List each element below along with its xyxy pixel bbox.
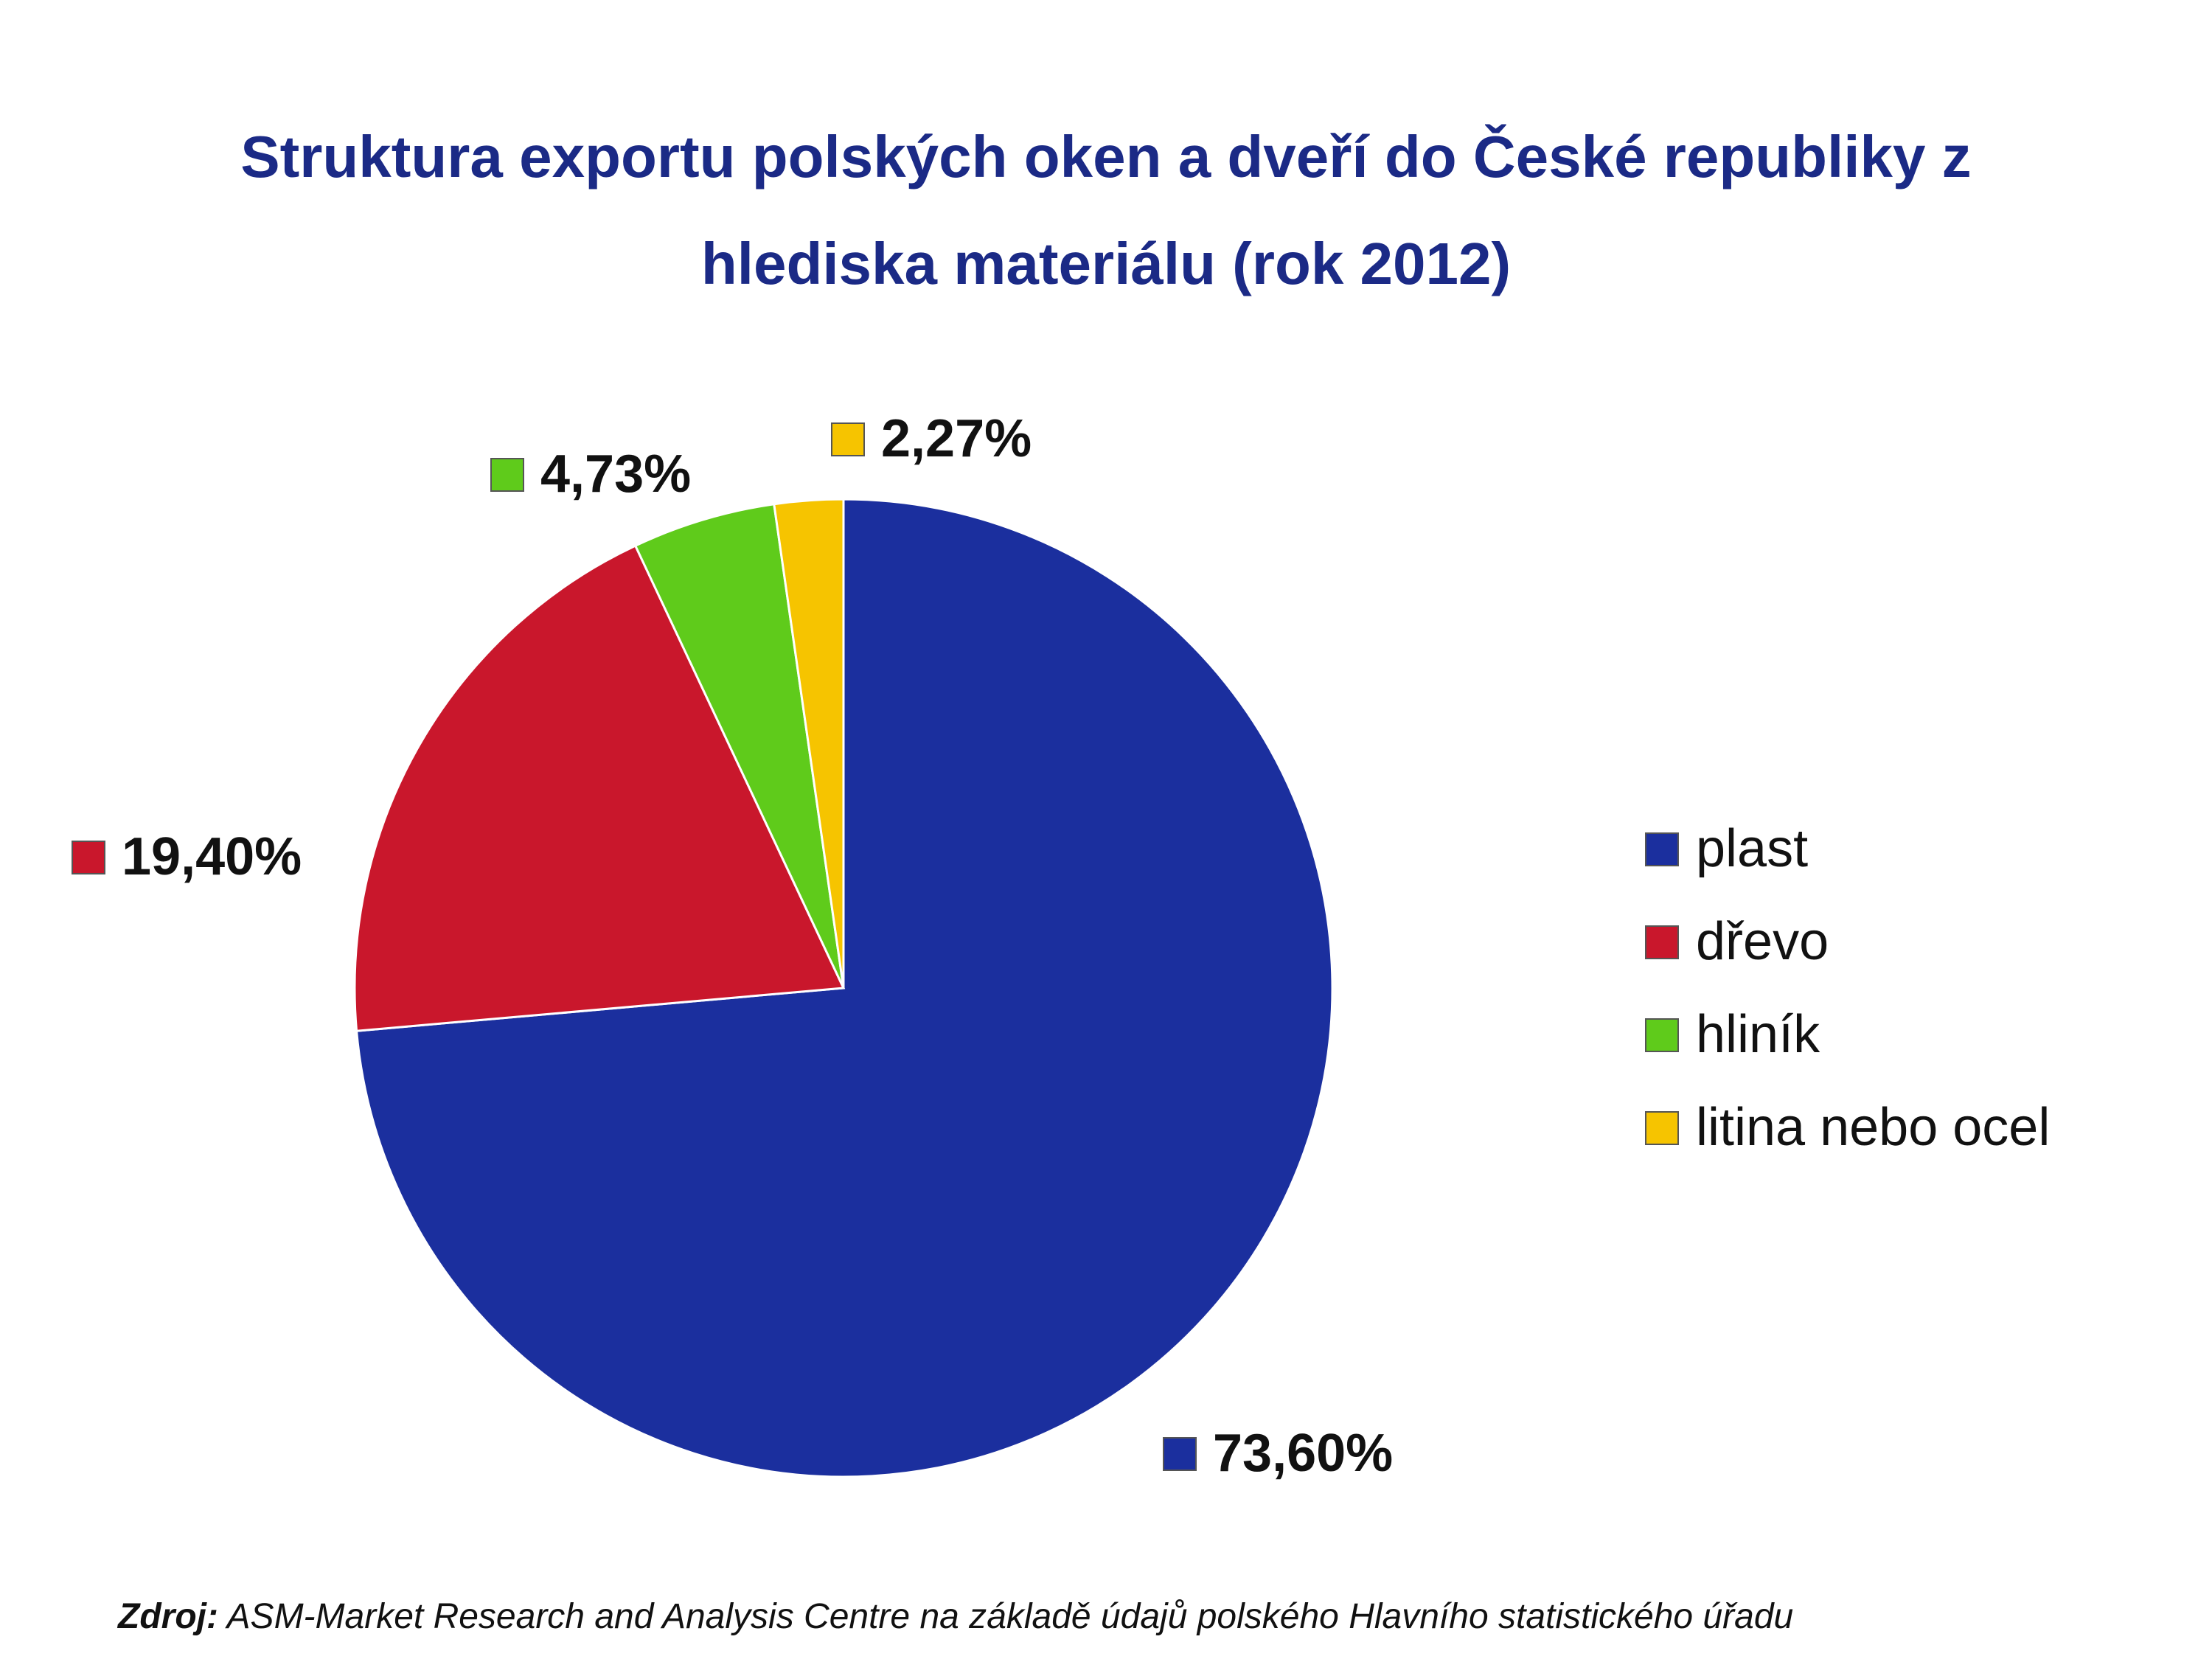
source-label: Zdroj: bbox=[118, 1597, 218, 1636]
legend-label: hliník bbox=[1696, 1005, 1820, 1064]
pie-slice bbox=[633, 503, 845, 989]
data-label: 4,73% bbox=[540, 445, 691, 504]
legend-label: dřevo bbox=[1696, 912, 1829, 971]
pie-slice bbox=[353, 544, 846, 1032]
source-text: ASM-Market Research and Analysis Centre … bbox=[226, 1597, 1794, 1636]
chart-title: Struktura exportu polských oken a dveří … bbox=[240, 124, 1972, 296]
data-label: 73,60% bbox=[1213, 1424, 1393, 1483]
label-swatch bbox=[831, 422, 865, 456]
data-label: 2,27% bbox=[881, 409, 1032, 468]
legend-swatch bbox=[1645, 1111, 1679, 1145]
label-swatch bbox=[490, 458, 524, 492]
data-label: 19,40% bbox=[122, 827, 302, 886]
pie-slice bbox=[773, 498, 845, 989]
legend-swatch bbox=[1645, 925, 1679, 959]
legend-label: litina nebo ocel bbox=[1696, 1098, 2050, 1157]
source: Zdroj: ASM-Market Research and Analysis … bbox=[118, 1596, 1793, 1637]
legend-swatch bbox=[1645, 832, 1679, 866]
legend-swatch bbox=[1645, 1018, 1679, 1052]
label-swatch bbox=[1163, 1437, 1197, 1471]
label-swatch bbox=[72, 841, 105, 874]
legend-label: plast bbox=[1696, 819, 1808, 878]
